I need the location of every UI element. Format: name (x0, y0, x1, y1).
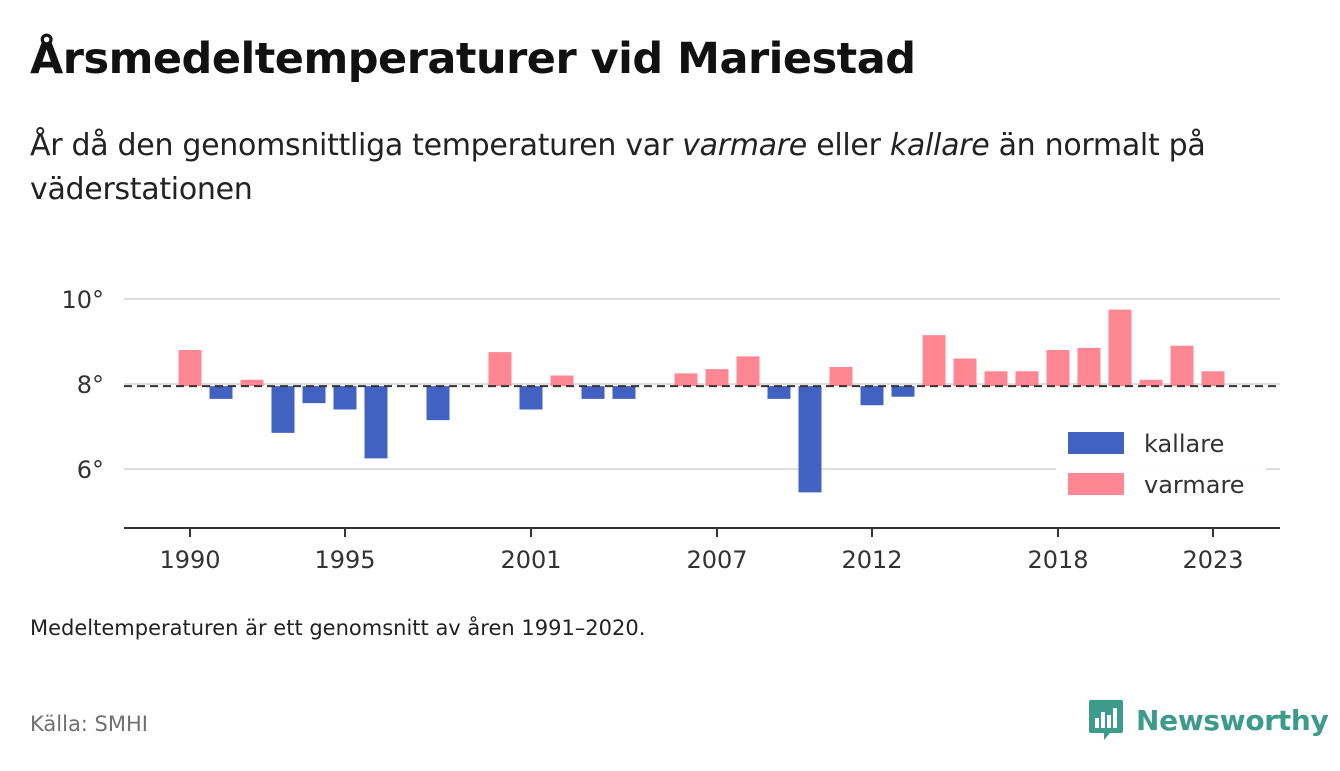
bar-2008 (736, 356, 760, 387)
bar-2002 (550, 375, 574, 387)
brand-name: Newsworthy (1136, 703, 1329, 737)
legend-label-warmer: varmare (1144, 471, 1245, 499)
x-tick-label: 1990 (159, 546, 220, 574)
bar-2011 (829, 367, 853, 387)
bar-2018 (1046, 350, 1070, 387)
bar-2017 (1015, 371, 1039, 387)
bar-2004 (612, 386, 636, 399)
bar-1996 (364, 386, 388, 459)
chart-title: Årsmedeltemperaturer vid Mariestad (30, 34, 916, 84)
bar-2009 (767, 386, 791, 399)
bar-1991 (209, 386, 233, 399)
y-tick-label: 6° (77, 456, 104, 484)
x-tick-label: 1995 (314, 546, 375, 574)
bar-1995 (333, 386, 357, 410)
subtitle-warmer: varmare (682, 128, 807, 163)
bar-1994 (302, 386, 326, 404)
x-tick-label: 2018 (1027, 546, 1088, 574)
legend: kallare varmare (1056, 420, 1266, 510)
source-credit: Källa: SMHI (30, 712, 148, 736)
bar-2007 (705, 369, 729, 387)
bar-1992 (240, 379, 264, 387)
bar-2023 (1201, 371, 1225, 387)
legend-swatch-warmer (1068, 473, 1124, 495)
bar-2001 (519, 386, 543, 410)
bar-2012 (860, 386, 884, 406)
bar-1993 (271, 386, 295, 433)
bar-1998 (426, 386, 450, 421)
subtitle-colder: kallare (889, 128, 990, 163)
bar-2016 (984, 371, 1008, 387)
x-tick-label: 2001 (500, 546, 561, 574)
subtitle-text-1: År då den genomsnittliga temperaturen va… (30, 128, 683, 163)
bar-chart: 6° 8° 10° 1990 1995 2001 2007 2012 2018 2023 kall… (61, 286, 1280, 574)
x-tick-label: 2007 (686, 546, 747, 574)
subtitle-text-2: eller (806, 128, 890, 163)
brand-logo: Newsworthy (1088, 698, 1329, 742)
y-tick-label: 8° (77, 371, 104, 399)
axes: 6° 8° 10° 1990 1995 2001 2007 2012 2018 2023 (61, 286, 1280, 574)
bar-2021 (1139, 379, 1163, 387)
bar-2014 (922, 335, 946, 387)
bar-2013 (891, 386, 915, 397)
bar-2020 (1108, 309, 1132, 387)
legend-label-colder: kallare (1144, 430, 1224, 458)
bar-2019 (1077, 347, 1101, 387)
bar-2022 (1170, 345, 1194, 387)
x-tick-label: 2023 (1182, 546, 1243, 574)
bar-2015 (953, 358, 977, 387)
bar-1990 (178, 350, 202, 387)
newsworthy-logo-icon (1089, 700, 1123, 740)
subtitle-text-3: än normalt på väderstationen (30, 128, 1206, 207)
chart-subtitle: År då den genomsnittliga temperaturen va… (30, 124, 1310, 212)
bar-2010 (798, 386, 822, 493)
x-tick-label: 2012 (841, 546, 902, 574)
bars (178, 309, 1225, 493)
legend-swatch-colder (1068, 432, 1124, 454)
bar-2006 (674, 373, 698, 387)
bar-2003 (581, 386, 605, 399)
footnote: Medeltemperaturen är ett genomsnitt av å… (30, 616, 646, 640)
y-tick-label: 10° (61, 286, 104, 314)
bar-2000 (488, 352, 512, 387)
